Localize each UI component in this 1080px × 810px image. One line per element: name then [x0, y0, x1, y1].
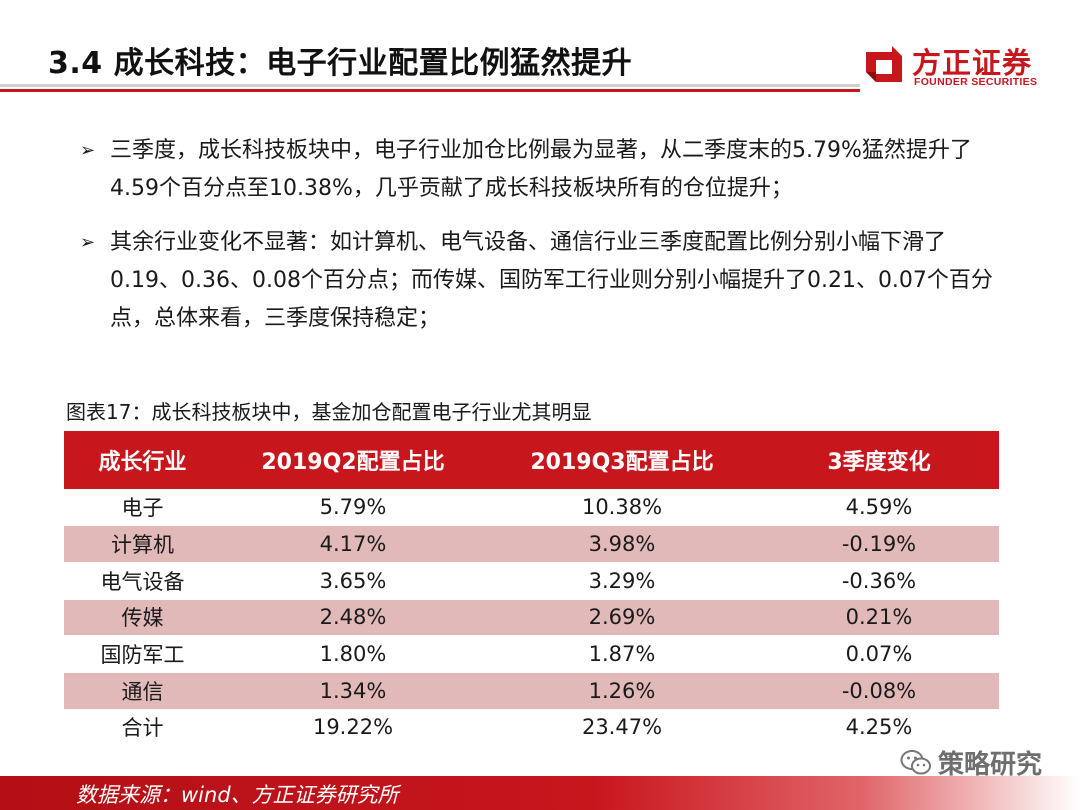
cell-industry: 通信 [64, 672, 221, 710]
footer-bar: 数据来源：wind、方正证券研究所 [0, 776, 1080, 810]
bullet-text: 三季度，成长科技板块中，电子行业加仓比例最为显著，从二季度末的5.79%猛然提升… [110, 138, 972, 201]
cell-q3: 23.47% [485, 709, 759, 747]
cell-q2: 1.34% [221, 672, 485, 710]
header-q3-share: 2019Q3配置占比 [485, 431, 759, 489]
header-industry: 成长行业 [64, 431, 221, 489]
cell-industry: 电气设备 [64, 562, 221, 600]
cell-change: -0.08% [759, 672, 999, 710]
cell-change: 4.25% [759, 709, 999, 747]
cell-q2: 1.80% [221, 635, 485, 673]
arrow-bullet-icon: ➢ [80, 140, 96, 161]
arrow-bullet-icon: ➢ [80, 232, 96, 253]
watermark-text: 策略研究 [938, 750, 1043, 780]
cell-q2: 5.79% [221, 489, 485, 527]
page-title: 3.4 成长科技：电子行业配置比例猛然提升 [48, 46, 633, 81]
founder-logo-icon [866, 46, 902, 82]
cell-q3: 3.98% [485, 525, 759, 563]
table-row: 传媒 2.48% 2.69% 0.21% [64, 599, 999, 637]
logo-chinese-name: 方正证券 [912, 46, 1033, 80]
cell-change: 0.07% [759, 635, 999, 673]
table-caption: 图表17：成长科技板块中，基金加仓配置电子行业尤其明显 [66, 400, 592, 424]
table-row: 电气设备 3.65% 3.29% -0.36% [64, 562, 999, 600]
cell-change: 0.21% [759, 599, 999, 637]
table-row: 计算机 4.17% 3.98% -0.19% [64, 525, 999, 563]
cell-q3: 1.87% [485, 635, 759, 673]
cell-industry: 传媒 [64, 599, 221, 637]
header-accent-line [0, 89, 860, 92]
cell-change: -0.36% [759, 562, 999, 600]
cell-q2: 4.17% [221, 525, 485, 563]
cell-q2: 2.48% [221, 599, 485, 637]
cell-q3: 2.69% [485, 599, 759, 637]
bullet-item: ➢ 其余行业变化不显著：如计算机、电气设备、通信行业三季度配置比例分别小幅下滑了… [80, 224, 1000, 338]
cell-industry: 国防军工 [64, 635, 221, 673]
header-q3-change: 3季度变化 [759, 431, 999, 489]
logo-english-name: FOUNDER SECURITIES [914, 76, 1038, 88]
company-logo: 方正证券 FOUNDER SECURITIES [862, 40, 1052, 90]
bullet-list: ➢ 三季度，成长科技板块中，电子行业加仓比例最为显著，从二季度末的5.79%猛然… [80, 132, 1000, 354]
cell-industry: 计算机 [64, 525, 221, 563]
table-header-row: 成长行业 2019Q2配置占比 2019Q3配置占比 3季度变化 [64, 431, 999, 489]
allocation-table: 成长行业 2019Q2配置占比 2019Q3配置占比 3季度变化 电子 5.79… [64, 431, 999, 747]
cell-q2: 3.65% [221, 562, 485, 600]
table-row: 通信 1.34% 1.26% -0.08% [64, 672, 999, 710]
table-row: 电子 5.79% 10.38% 4.59% [64, 489, 999, 527]
data-source-note: 数据来源：wind、方正证券研究所 [76, 783, 399, 807]
cell-q3: 10.38% [485, 489, 759, 527]
cell-q3: 3.29% [485, 562, 759, 600]
cell-industry: 合计 [64, 709, 221, 747]
header-divider [0, 84, 860, 87]
cell-change: 4.59% [759, 489, 999, 527]
bullet-item: ➢ 三季度，成长科技板块中，电子行业加仓比例最为显著，从二季度末的5.79%猛然… [80, 132, 1000, 208]
cell-change: -0.19% [759, 525, 999, 563]
cell-industry: 电子 [64, 489, 221, 527]
bullet-text: 其余行业变化不显著：如计算机、电气设备、通信行业三季度配置比例分别小幅下滑了0.… [110, 230, 993, 331]
cell-q3: 1.26% [485, 672, 759, 710]
header-q2-share: 2019Q2配置占比 [221, 431, 485, 489]
cell-q2: 19.22% [221, 709, 485, 747]
table-row-total: 合计 19.22% 23.47% 4.25% [64, 709, 999, 747]
wechat-icon [900, 750, 931, 775]
table-row: 国防军工 1.80% 1.87% 0.07% [64, 635, 999, 673]
